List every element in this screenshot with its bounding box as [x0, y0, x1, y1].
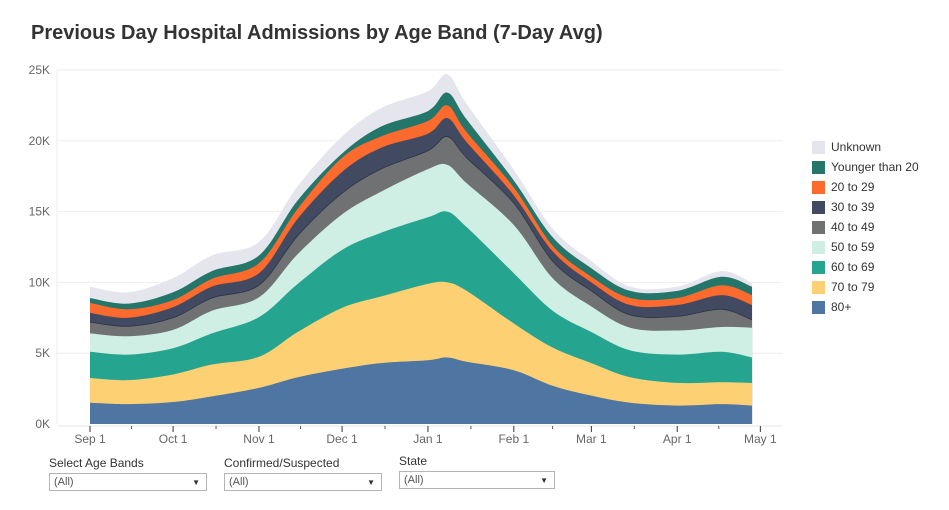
legend-swatch	[812, 220, 825, 234]
legend-item[interactable]: 20 to 29	[812, 177, 919, 197]
y-tick-label: 25K	[29, 63, 50, 77]
legend-label: 60 to 69	[831, 260, 875, 274]
x-tick-label: Jan 1	[413, 432, 443, 446]
x-tick-label: Feb 1	[498, 432, 529, 446]
x-tick-label: Mar 1	[576, 432, 607, 446]
chevron-down-icon: ▼	[540, 475, 548, 485]
x-tick-label: Apr 1	[663, 432, 692, 446]
legend-item[interactable]: 30 to 39	[812, 197, 919, 217]
band-separator	[89, 136, 753, 327]
filter-confirmed-suspected: Confirmed/Suspected (All) ▼	[224, 456, 382, 491]
legend-label: 40 to 49	[831, 220, 875, 234]
legend-swatch	[812, 280, 825, 294]
area-series	[89, 74, 753, 425]
legend-swatch	[812, 160, 825, 174]
y-tick-label: 15K	[29, 205, 50, 219]
legend-swatch	[812, 300, 825, 314]
legend-swatch	[812, 240, 825, 254]
legend-item[interactable]: 70 to 79	[812, 277, 919, 297]
legend-item[interactable]: Younger than 20	[812, 157, 919, 177]
dropdown-value: (All)	[54, 476, 74, 488]
filter-label: Confirmed/Suspected	[224, 456, 340, 470]
y-tick-label: 20K	[29, 134, 50, 148]
x-tick-label: Nov 1	[243, 432, 275, 446]
confirmed-suspected-dropdown[interactable]: (All) ▼	[224, 473, 382, 491]
filter-state: State (All) ▼	[399, 454, 555, 489]
x-tick-label: Dec 1	[326, 432, 358, 446]
legend-swatch	[812, 180, 825, 194]
legend-item[interactable]: Unknown	[812, 137, 919, 157]
legend-label: Unknown	[831, 140, 882, 154]
area-70-to-79[interactable]	[90, 281, 753, 424]
legend-label: 20 to 29	[831, 180, 875, 194]
filter-age-bands: Select Age Bands (All) ▼	[49, 456, 207, 491]
x-tick-label: May 1	[744, 432, 777, 446]
chart-title: Previous Day Hospital Admissions by Age …	[31, 22, 603, 44]
legend-item[interactable]: 40 to 49	[812, 217, 919, 237]
legend-label: 70 to 79	[831, 280, 875, 294]
legend: Unknown Younger than 20 20 to 29 30 to 3…	[812, 137, 919, 317]
y-tick-label: 0K	[35, 417, 50, 431]
legend-item[interactable]: 80+	[812, 297, 919, 317]
axes: 0K 5K 10K 15K 20K 25K Sep 1 Oct 1 Nov 1 Dec 1 Jan …	[29, 63, 783, 446]
filter-label: Select Age Bands	[49, 456, 144, 470]
legend-label: 50 to 59	[831, 240, 875, 254]
chevron-down-icon: ▼	[367, 477, 375, 487]
age-bands-dropdown[interactable]: (All) ▼	[49, 473, 207, 491]
y-tick-label: 5K	[35, 346, 50, 360]
area-80-[interactable]	[90, 357, 753, 424]
legend-swatch	[812, 200, 825, 214]
filter-label: State	[399, 454, 428, 468]
legend-swatch	[812, 140, 825, 154]
legend-label: 30 to 39	[831, 200, 875, 214]
legend-item[interactable]: 60 to 69	[812, 257, 919, 277]
x-tick-label: Sep 1	[74, 432, 106, 446]
legend-label: 80+	[831, 300, 852, 314]
legend-label: Younger than 20	[831, 160, 919, 174]
y-tick-label: 10K	[29, 275, 50, 289]
x-tick-label: Oct 1	[159, 432, 188, 446]
dropdown-value: (All)	[404, 474, 424, 486]
state-dropdown[interactable]: (All) ▼	[399, 471, 555, 489]
legend-item[interactable]: 50 to 59	[812, 237, 919, 257]
chevron-down-icon: ▼	[192, 477, 200, 487]
legend-swatch	[812, 260, 825, 274]
dropdown-value: (All)	[229, 476, 249, 488]
